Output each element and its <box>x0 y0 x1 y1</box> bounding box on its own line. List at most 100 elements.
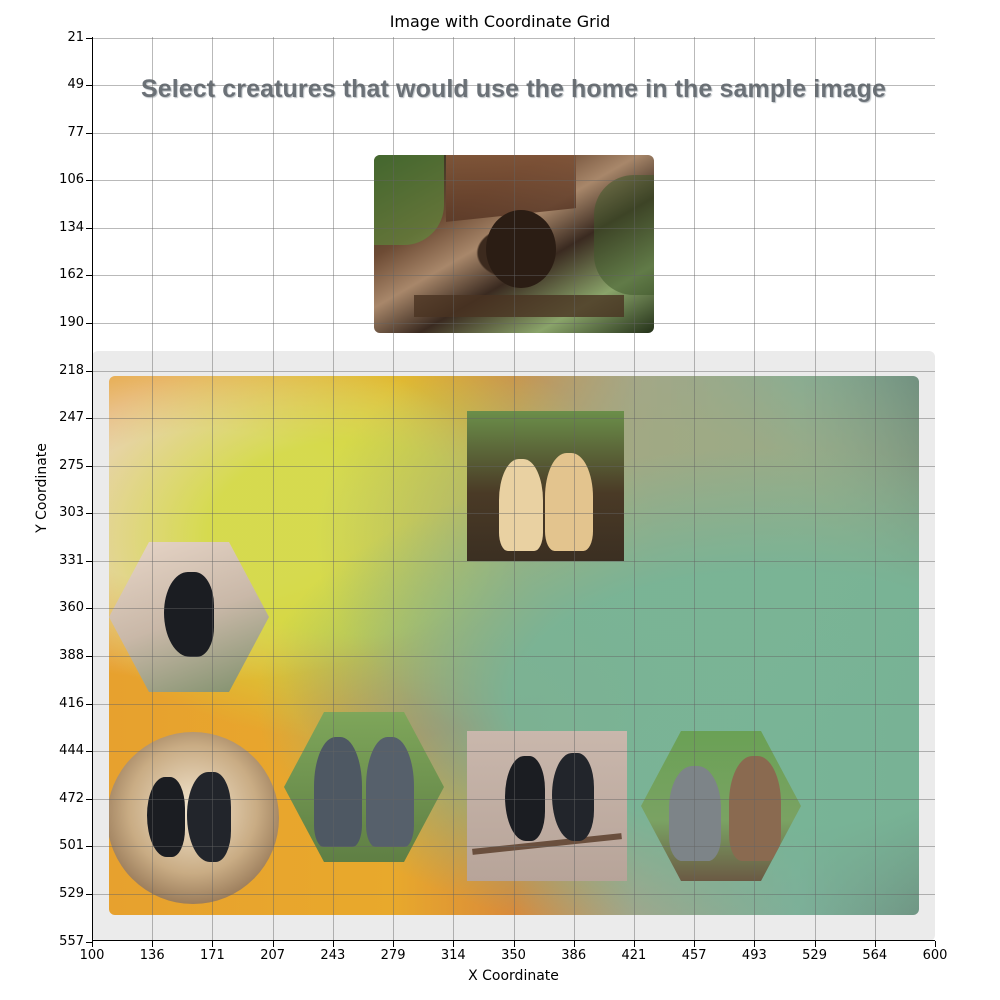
crow-icon <box>505 756 545 841</box>
x-tick-mark <box>633 941 635 947</box>
y-tick-label: 444 <box>59 743 84 759</box>
x-tick-label: 386 <box>561 948 587 963</box>
x-tick-label: 564 <box>862 948 888 963</box>
option-crows-circle[interactable] <box>109 732 279 904</box>
crow-icon <box>187 772 231 862</box>
y-tick-mark <box>86 513 92 515</box>
option-puppies[interactable] <box>467 411 624 561</box>
x-tick-mark <box>513 941 515 947</box>
x-tick-label: 350 <box>501 948 526 963</box>
crow-icon <box>147 777 185 857</box>
y-tick-label: 162 <box>59 267 84 283</box>
grid-line-vertical <box>152 37 154 941</box>
y-tick-mark <box>86 608 92 610</box>
y-tick-label: 501 <box>59 838 84 854</box>
y-tick-label: 557 <box>59 933 84 949</box>
option-crow-single[interactable] <box>109 542 269 692</box>
y-tick-label: 190 <box>59 314 84 330</box>
grid-line-vertical <box>513 37 515 941</box>
y-tick-label: 529 <box>59 885 84 901</box>
y-tick-mark <box>86 846 92 848</box>
y-tick-mark <box>86 418 92 420</box>
option-cats[interactable] <box>641 731 801 881</box>
x-tick-label: 421 <box>621 948 647 963</box>
y-tick-label: 77 <box>67 124 84 140</box>
x-tick-mark <box>332 941 334 947</box>
birdhouse-base <box>414 295 624 317</box>
y-axis-title: Y Coordinate <box>34 443 50 533</box>
x-tick-label: 457 <box>681 948 707 963</box>
y-tick-mark <box>86 656 92 658</box>
grid-line-horizontal <box>92 418 935 420</box>
y-tick-label: 331 <box>59 552 84 568</box>
option-crows-branch[interactable] <box>467 731 627 881</box>
captcha-instruction: Select creatures that would use the home… <box>140 75 887 103</box>
x-tick-mark <box>573 941 575 947</box>
x-tick-mark <box>814 941 816 947</box>
grid-line-vertical <box>453 37 455 941</box>
grid-line-horizontal <box>92 370 935 372</box>
x-tick-mark <box>152 941 154 947</box>
gray-cat-icon <box>669 766 721 861</box>
grid-line-horizontal <box>92 513 935 515</box>
y-tick-label: 388 <box>59 648 84 664</box>
grid-line-horizontal <box>92 846 935 848</box>
grid-line-horizontal <box>92 227 935 229</box>
crow-icon <box>552 753 594 841</box>
gray-dog-icon <box>366 737 414 847</box>
option-pitbulls[interactable] <box>284 712 444 862</box>
x-tick-label: 314 <box>440 948 466 963</box>
y-tick-mark <box>86 465 92 467</box>
x-tick-label: 100 <box>79 948 105 963</box>
grid-line-horizontal <box>92 275 935 277</box>
y-tick-mark <box>86 227 92 229</box>
grid-line-horizontal <box>92 656 935 658</box>
y-tick-mark <box>86 560 92 562</box>
x-tick-label: 279 <box>380 948 406 963</box>
x-tick-label: 600 <box>922 948 948 963</box>
x-tick-mark <box>754 941 756 947</box>
y-tick-mark <box>86 37 92 39</box>
grid-line-vertical <box>573 37 575 941</box>
grid-line-vertical <box>212 37 214 941</box>
x-tick-mark <box>92 941 93 947</box>
x-tick-mark <box>272 941 274 947</box>
birdhouse-entrance <box>486 210 556 288</box>
y-tick-label: 247 <box>59 410 84 426</box>
grid-line-horizontal <box>92 893 935 895</box>
grid-line-horizontal <box>92 37 935 39</box>
y-tick-mark <box>86 751 92 753</box>
y-tick-label: 275 <box>59 457 84 473</box>
sample-birdhouse-image <box>374 155 654 333</box>
y-tick-mark <box>86 275 92 277</box>
grid-line-vertical <box>754 37 756 941</box>
options-panel <box>92 351 935 941</box>
grid-line-horizontal <box>92 132 935 134</box>
x-axis-title: X Coordinate <box>468 968 559 984</box>
y-tick-label: 106 <box>59 172 84 188</box>
y-tick-mark <box>86 703 92 705</box>
grid-line-vertical <box>633 37 635 941</box>
y-tick-mark <box>86 85 92 87</box>
x-axis-line <box>92 940 935 941</box>
y-tick-label: 472 <box>59 790 84 806</box>
grid-line-horizontal <box>92 560 935 562</box>
y-tick-label: 416 <box>59 695 84 711</box>
y-axis-line <box>92 37 93 941</box>
y-tick-label: 303 <box>59 505 84 521</box>
x-tick-label: 243 <box>320 948 346 963</box>
x-tick-label: 207 <box>260 948 286 963</box>
puppy-icon <box>499 459 543 551</box>
crow-icon <box>164 572 214 657</box>
x-tick-mark <box>935 941 936 947</box>
grid-line-horizontal <box>92 798 935 800</box>
y-tick-label: 218 <box>59 362 84 378</box>
x-tick-mark <box>212 941 214 947</box>
grid-line-vertical <box>814 37 816 941</box>
grid-line-horizontal <box>92 85 935 87</box>
grid-line-vertical <box>694 37 696 941</box>
y-tick-mark <box>86 370 92 372</box>
y-tick-mark <box>86 180 92 182</box>
grid-line-horizontal <box>92 465 935 467</box>
grid-line-horizontal <box>92 751 935 753</box>
